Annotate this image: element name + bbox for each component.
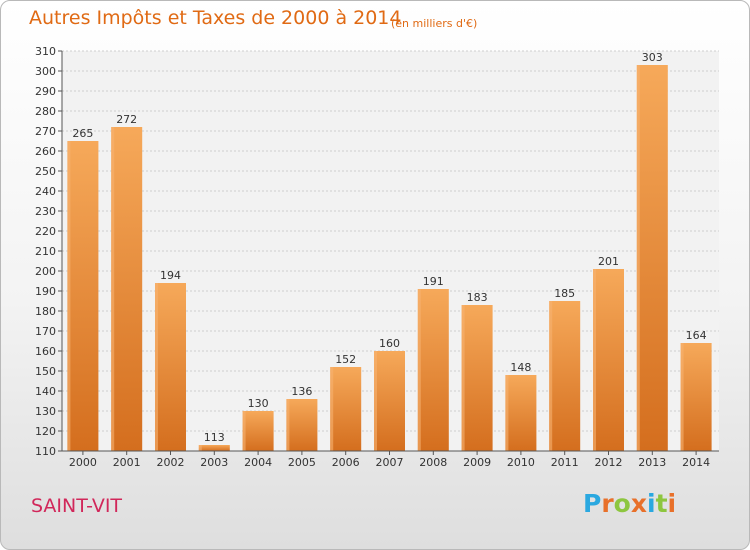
y-tick-label: 190 bbox=[35, 285, 56, 298]
bar-highlight bbox=[155, 283, 158, 451]
bar-2010 bbox=[505, 375, 537, 451]
y-tick-label: 230 bbox=[35, 205, 56, 218]
commune-name: SAINT-VIT bbox=[31, 495, 123, 517]
bar-value-label: 130 bbox=[248, 397, 269, 410]
bar-value-label: 201 bbox=[598, 255, 619, 268]
y-tick-label: 160 bbox=[35, 345, 56, 358]
x-tick-label: 2013 bbox=[638, 456, 666, 469]
bar-highlight bbox=[286, 399, 290, 451]
axis-layer: 110 120 130 140 150 160 170 180 190 200 210 220 230 2… bbox=[35, 45, 719, 469]
y-tick-label: 170 bbox=[35, 325, 56, 338]
bar-highlight bbox=[374, 351, 377, 451]
x-tick-label: 2014 bbox=[682, 456, 710, 469]
bar-2001 bbox=[111, 127, 143, 451]
bar-highlight bbox=[67, 141, 71, 451]
bar-2011 bbox=[549, 301, 581, 451]
logo-letter: r bbox=[601, 489, 614, 518]
bar-highlight bbox=[417, 289, 421, 451]
y-tick-label: 210 bbox=[35, 245, 56, 258]
logo-letter: i bbox=[667, 489, 677, 518]
bar-highlight bbox=[680, 343, 684, 451]
bar-value-label: 136 bbox=[291, 385, 312, 398]
y-tick-label: 300 bbox=[35, 65, 56, 78]
bar-value-label: 160 bbox=[379, 337, 400, 350]
bar-2005 bbox=[286, 399, 318, 451]
bar-2009 bbox=[461, 305, 493, 451]
bar-2004 bbox=[242, 411, 274, 451]
y-tick-label: 110 bbox=[35, 445, 56, 458]
logo-letter: P bbox=[583, 489, 602, 518]
y-tick-label: 290 bbox=[35, 85, 56, 98]
bar-2003 bbox=[198, 445, 230, 451]
y-tick-label: 140 bbox=[35, 385, 56, 398]
y-tick-label: 240 bbox=[35, 185, 56, 198]
logo-letter: t bbox=[655, 489, 668, 518]
x-tick-label: 2003 bbox=[200, 456, 228, 469]
logo-letter: x bbox=[630, 489, 647, 518]
x-tick-label: 2001 bbox=[113, 456, 141, 469]
bar-highlight bbox=[198, 445, 202, 451]
bar-value-label: 183 bbox=[467, 291, 488, 304]
x-tick-label: 2010 bbox=[507, 456, 535, 469]
bar-highlight bbox=[242, 411, 246, 451]
bar-2014 bbox=[680, 343, 712, 451]
bar-value-label: 164 bbox=[686, 329, 707, 342]
bar-value-label: 152 bbox=[335, 353, 356, 366]
x-tick-label: 2012 bbox=[595, 456, 623, 469]
y-tick-label: 270 bbox=[35, 125, 56, 138]
y-tick-label: 200 bbox=[35, 265, 56, 278]
y-tick-label: 180 bbox=[35, 305, 56, 318]
logo-letter: i bbox=[647, 489, 656, 518]
bar-2008 bbox=[417, 289, 449, 451]
proxiti-logo: Proxiti bbox=[583, 489, 676, 518]
bar-value-label: 303 bbox=[642, 51, 663, 64]
bar-value-label: 148 bbox=[510, 361, 531, 374]
bar-highlight bbox=[636, 65, 640, 451]
y-tick-label: 260 bbox=[35, 145, 56, 158]
bar-2002 bbox=[155, 283, 186, 451]
x-tick-label: 2000 bbox=[69, 456, 97, 469]
y-tick-label: 150 bbox=[35, 365, 56, 378]
bar-highlight bbox=[549, 301, 553, 451]
bar-value-label: 113 bbox=[204, 431, 225, 444]
y-tick-label: 130 bbox=[35, 405, 56, 418]
bar-value-label: 191 bbox=[423, 275, 444, 288]
y-tick-label: 120 bbox=[35, 425, 56, 438]
bar-2013 bbox=[636, 65, 668, 451]
x-tick-label: 2009 bbox=[463, 456, 491, 469]
x-tick-label: 2005 bbox=[288, 456, 316, 469]
bar-2000 bbox=[67, 141, 99, 451]
y-tick-label: 250 bbox=[35, 165, 56, 178]
bar-highlight bbox=[505, 375, 509, 451]
bar-2012 bbox=[593, 269, 624, 451]
x-tick-label: 2004 bbox=[244, 456, 272, 469]
y-tick-label: 310 bbox=[35, 45, 56, 58]
bar-2007 bbox=[374, 351, 405, 451]
x-tick-label: 2006 bbox=[332, 456, 360, 469]
bar-highlight bbox=[330, 367, 334, 451]
bar-value-label: 185 bbox=[554, 287, 575, 300]
bar-value-label: 272 bbox=[116, 113, 137, 126]
bar-value-label: 194 bbox=[160, 269, 181, 282]
bar-2006 bbox=[330, 367, 362, 451]
bar-highlight bbox=[111, 127, 115, 451]
chart-subtitle: (en milliers d'€) bbox=[391, 17, 478, 30]
y-tick-label: 280 bbox=[35, 105, 56, 118]
x-tick-label: 2007 bbox=[376, 456, 404, 469]
bar-highlight bbox=[593, 269, 596, 451]
chart-title: Autres Impôts et Taxes de 2000 à 2014 bbox=[29, 7, 402, 29]
logo-letter: o bbox=[613, 489, 631, 518]
bar-value-label: 265 bbox=[72, 127, 93, 140]
x-tick-label: 2002 bbox=[157, 456, 185, 469]
x-tick-label: 2008 bbox=[419, 456, 447, 469]
bar-layer bbox=[67, 65, 712, 451]
x-tick-label: 2011 bbox=[551, 456, 579, 469]
bar-highlight bbox=[461, 305, 465, 451]
y-tick-label: 220 bbox=[35, 225, 56, 238]
